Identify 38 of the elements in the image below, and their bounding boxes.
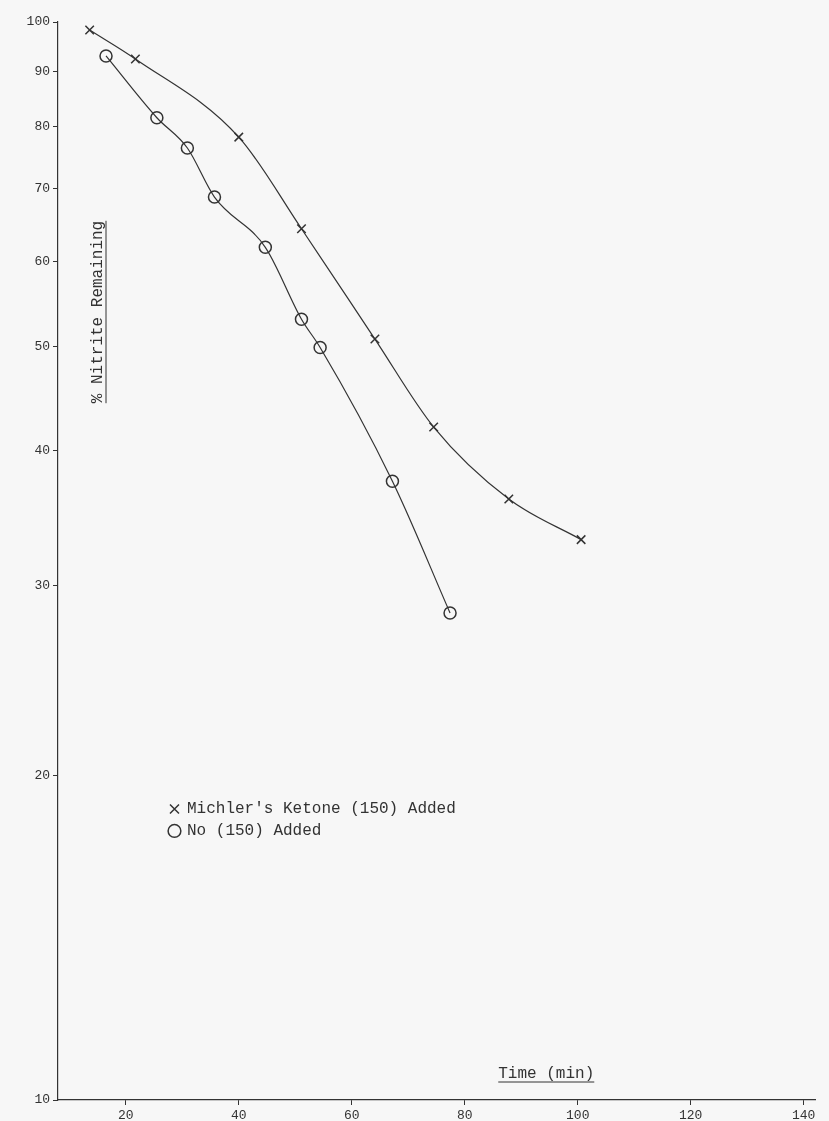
y-tick-label: 50 (34, 338, 50, 354)
x-tick-label: 40 (230, 1108, 247, 1121)
point (180, 141, 195, 155)
point (207, 190, 222, 204)
legend-label: Michler's Ketone (150) Added (186, 800, 456, 819)
point (313, 340, 327, 355)
y-tick-label: 40 (34, 443, 50, 459)
y-tick-label: 90 (34, 63, 50, 79)
y-tick-label: 80 (34, 118, 50, 134)
x-tick-label: 140 (792, 1108, 816, 1121)
point (84, 25, 95, 36)
point (258, 240, 273, 255)
point (503, 494, 514, 504)
x-tick-label: 100 (566, 1108, 590, 1121)
y-tick-label: 60 (34, 253, 50, 269)
point (150, 111, 164, 125)
y-tick-label: 70 (34, 181, 50, 197)
point (233, 132, 244, 143)
point (296, 223, 307, 234)
y-tick-label: 20 (34, 767, 50, 783)
y-axis-title: % Nitrite Remaining (89, 220, 107, 404)
point (294, 312, 309, 326)
x-tick-label: 80 (456, 1108, 473, 1121)
y-tick-label: 10 (34, 1092, 50, 1108)
x-tick-label: 20 (117, 1108, 134, 1121)
point (130, 54, 141, 64)
point (369, 334, 380, 345)
y-tick-label: 100 (26, 14, 50, 30)
x-tick-label: 120 (679, 1108, 703, 1121)
point (99, 49, 113, 63)
point (576, 534, 587, 545)
y-tick-label: 30 (34, 578, 50, 594)
legend-label: No (150) Added (186, 822, 322, 841)
x-tick-label: 60 (343, 1108, 360, 1121)
x-axis-title: Time (min) (498, 1065, 595, 1083)
point (385, 474, 400, 488)
point (443, 606, 457, 620)
point (428, 422, 439, 433)
